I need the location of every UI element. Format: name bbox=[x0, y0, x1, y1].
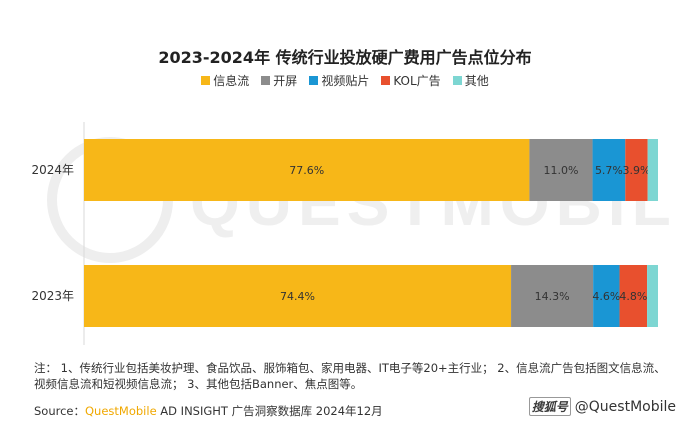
data-label: 5.7% bbox=[595, 164, 623, 177]
legend-swatch bbox=[381, 76, 391, 85]
chart-title: 2023-2024年 传统行业投放硬广费用广告点位分布 bbox=[158, 48, 532, 67]
chart-source: Source：QuestMobile AD INSIGHT 广告洞察数据库 20… bbox=[34, 403, 383, 419]
legend-swatch bbox=[309, 76, 319, 85]
data-label: 4.6% bbox=[592, 290, 620, 303]
publisher-credit: 搜狐号 @QuestMobile bbox=[528, 397, 676, 416]
data-label: 74.4% bbox=[280, 290, 315, 303]
legend-item: 开屏 bbox=[261, 72, 297, 89]
category-label: 2023年 bbox=[31, 289, 74, 303]
data-label: 4.8% bbox=[619, 290, 647, 303]
bar-segment bbox=[84, 139, 530, 201]
bar-segment bbox=[647, 139, 658, 201]
source-brand: QuestMobile bbox=[85, 404, 157, 418]
sohu-logo: 搜狐号 bbox=[528, 397, 571, 416]
legend-label: 信息流 bbox=[213, 74, 250, 88]
legend-swatch bbox=[201, 76, 211, 85]
legend-swatch bbox=[452, 76, 462, 85]
legend-label: 视频贴片 bbox=[321, 74, 370, 88]
source-prefix: Source： bbox=[34, 404, 85, 418]
category-label: 2024年 bbox=[31, 163, 74, 177]
legend-label: KOL广告 bbox=[393, 74, 441, 88]
legend-item: KOL广告 bbox=[381, 72, 441, 89]
chart-note: 注： 1、传统行业包括美妆护理、食品饮品、服饰箱包、家用电器、IT电子等20+主… bbox=[34, 361, 666, 391]
bar-segment bbox=[592, 139, 626, 201]
source-rest: AD INSIGHT 广告洞察数据库 2024年12月 bbox=[156, 404, 383, 418]
data-label: 14.3% bbox=[535, 290, 570, 303]
bar-segment bbox=[84, 265, 512, 327]
data-label: 11.0% bbox=[544, 164, 579, 177]
legend-item: 视频贴片 bbox=[309, 72, 369, 89]
bar-segment bbox=[647, 265, 658, 327]
data-label: 77.6% bbox=[289, 164, 324, 177]
legend-swatch bbox=[261, 76, 271, 85]
bar-segment bbox=[593, 265, 620, 327]
legend-item: 其他 bbox=[452, 72, 489, 89]
credit-handle: @QuestMobile bbox=[574, 398, 676, 415]
bar-segment bbox=[511, 265, 594, 327]
bar-segment bbox=[625, 139, 648, 201]
legend-item: 信息流 bbox=[201, 72, 249, 89]
bar-segment bbox=[619, 265, 648, 327]
bar-segment bbox=[529, 139, 593, 201]
legend-label: 开屏 bbox=[273, 74, 298, 88]
legend-label: 其他 bbox=[464, 74, 489, 88]
data-label: 3.9% bbox=[622, 164, 650, 177]
chart-legend: 信息流 开屏 视频贴片 KOL广告 其他 bbox=[0, 72, 690, 89]
